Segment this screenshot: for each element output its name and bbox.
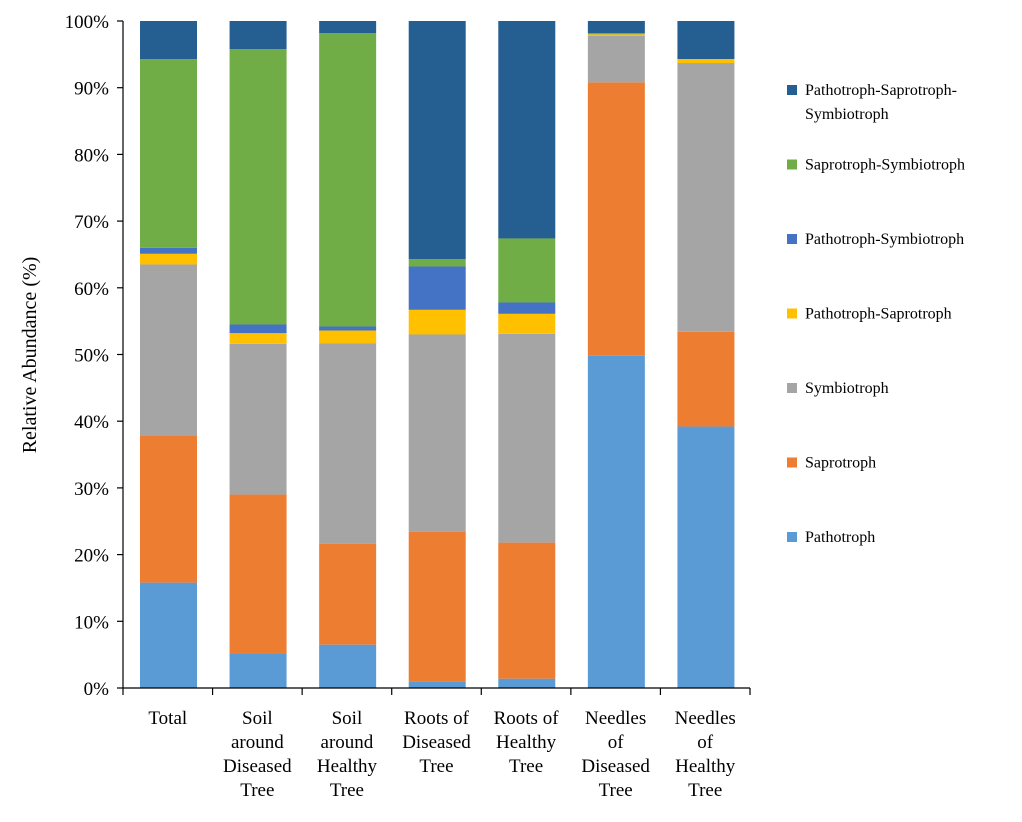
x-category-label: Needles of Healthy Tree xyxy=(675,708,736,801)
y-tick-label: 50% xyxy=(74,346,109,367)
bar-segment-pathotroph-saprotroph-symbiotroph-7 xyxy=(677,21,735,60)
bar-segment-saprotroph-4 xyxy=(408,531,466,682)
y-tick-label: 40% xyxy=(74,412,109,433)
bar-segment-symbiotroph-7 xyxy=(677,63,735,332)
bar-segment-symbiotroph-1 xyxy=(140,264,197,436)
bar-segment-pathotroph-1 xyxy=(140,582,197,688)
bar-segment-symbiotroph-6 xyxy=(587,35,645,83)
x-category-label: Total xyxy=(148,708,187,729)
bar-segment-symbiotroph-3 xyxy=(319,343,377,544)
y-tick-label: 0% xyxy=(84,679,110,700)
bar-segment-saprotroph-2 xyxy=(229,494,287,654)
plot-area xyxy=(140,21,735,688)
bar-segment-pathotroph-4 xyxy=(408,681,466,688)
bar-segment-saprotroph-symbiotroph-3 xyxy=(319,33,377,327)
bar-segment-saprotroph-6 xyxy=(587,82,645,356)
bar-segment-saprotroph-5 xyxy=(498,542,556,679)
bar-segment-pathotroph-saprotroph-symbiotroph-3 xyxy=(319,21,377,34)
x-category-label: Roots of Diseased Tree xyxy=(402,708,471,777)
bar-segment-saprotroph-symbiotroph-6 xyxy=(587,33,645,35)
bar-segment-pathotroph-saprotroph-2 xyxy=(229,333,287,344)
x-category-label: Needles of Diseased Tree xyxy=(581,708,650,801)
legend-label: Pathotroph xyxy=(805,529,875,546)
x-category-label: Roots of Healthy Tree xyxy=(494,708,560,777)
bar-segment-pathotroph-saprotroph-7 xyxy=(677,59,735,64)
bar-segment-saprotroph-3 xyxy=(319,543,377,645)
bar-segment-pathotroph-saprotroph-symbiotroph-2 xyxy=(229,21,287,50)
y-tick-label: 80% xyxy=(74,145,109,166)
legend-swatch xyxy=(787,234,797,244)
legend-label: Saprotroph xyxy=(805,455,876,472)
bar-segment-symbiotroph-4 xyxy=(408,334,466,532)
bar-segment-pathotroph-saprotroph-6 xyxy=(587,34,645,36)
bar-segment-pathotroph-7 xyxy=(677,426,735,688)
legend-label: Pathotroph-Saprotroph-Symbiotroph xyxy=(805,82,957,123)
legend-label: Symbiotroph xyxy=(805,380,889,397)
legend-label: Pathotroph-Saprotroph xyxy=(805,306,952,323)
bar-segment-saprotroph-symbiotroph-1 xyxy=(140,59,197,248)
axes: 0% 10% 20% 30% 40% 50% 60% 70% 80% 90% 100% Total So… xyxy=(65,12,751,801)
bar-segment-saprotroph-7 xyxy=(677,331,735,427)
legend-swatch xyxy=(787,457,797,468)
bar-segment-pathotroph-symbiotroph-4 xyxy=(408,266,466,310)
bar-segment-pathotroph-symbiotroph-2 xyxy=(229,324,287,334)
y-tick-label: 90% xyxy=(74,79,109,100)
bar-segment-pathotroph-saprotroph-5 xyxy=(498,313,556,334)
legend-swatch xyxy=(787,159,797,170)
bar-segment-pathotroph-symbiotroph-1 xyxy=(140,247,197,254)
y-tick-label: 10% xyxy=(74,612,109,633)
y-tick-label: 30% xyxy=(74,479,109,500)
bar-segment-pathotroph-6 xyxy=(587,355,645,688)
legend-swatch xyxy=(787,85,797,95)
y-axis-title: Relative Abundance (%) xyxy=(19,257,41,454)
bar-segment-saprotroph-symbiotroph-4 xyxy=(408,259,466,267)
bar-segment-pathotroph-3 xyxy=(319,644,377,688)
bar-segment-pathotroph-saprotroph-4 xyxy=(408,309,466,335)
bar-segment-saprotroph-symbiotroph-2 xyxy=(229,49,287,325)
bar-segment-pathotroph-5 xyxy=(498,678,556,688)
x-category-label: Soil around Healthy Tree xyxy=(317,708,378,801)
legend-label: Saprotroph-Symbiotroph xyxy=(805,157,965,174)
legend-swatch xyxy=(787,383,797,393)
y-tick-label: 70% xyxy=(74,212,109,233)
y-tick-label: 20% xyxy=(74,546,109,567)
bar-segment-pathotroph-saprotroph-1 xyxy=(140,253,197,265)
legend-swatch xyxy=(787,532,797,542)
bar-segment-saprotroph-1 xyxy=(140,435,197,583)
legend-label: Pathotroph-Symbiotroph xyxy=(805,231,964,248)
bar-segment-pathotroph-symbiotroph-5 xyxy=(498,302,556,314)
bar-segment-pathotroph-saprotroph-3 xyxy=(319,330,377,344)
y-tick-label: 60% xyxy=(74,279,109,300)
legend-swatch xyxy=(787,308,797,319)
bar-segment-pathotroph-saprotroph-symbiotroph-4 xyxy=(408,21,466,260)
bar-segment-pathotroph-saprotroph-symbiotroph-1 xyxy=(140,21,197,60)
x-category-label: Soil around Diseased Tree xyxy=(223,708,292,801)
bar-segment-pathotroph-symbiotroph-3 xyxy=(319,326,377,331)
bar-segment-pathotroph-saprotroph-symbiotroph-5 xyxy=(498,21,556,239)
bar-segment-symbiotroph-5 xyxy=(498,333,556,543)
bar-segment-pathotroph-saprotroph-symbiotroph-6 xyxy=(587,21,645,34)
bar-segment-symbiotroph-2 xyxy=(229,343,287,495)
y-tick-label: 100% xyxy=(65,12,110,33)
bar-segment-pathotroph-2 xyxy=(229,653,287,688)
bar-segment-saprotroph-symbiotroph-5 xyxy=(498,238,556,303)
legend: Pathotroph-Saprotroph-Symbiotroph Saprotr… xyxy=(787,82,965,546)
